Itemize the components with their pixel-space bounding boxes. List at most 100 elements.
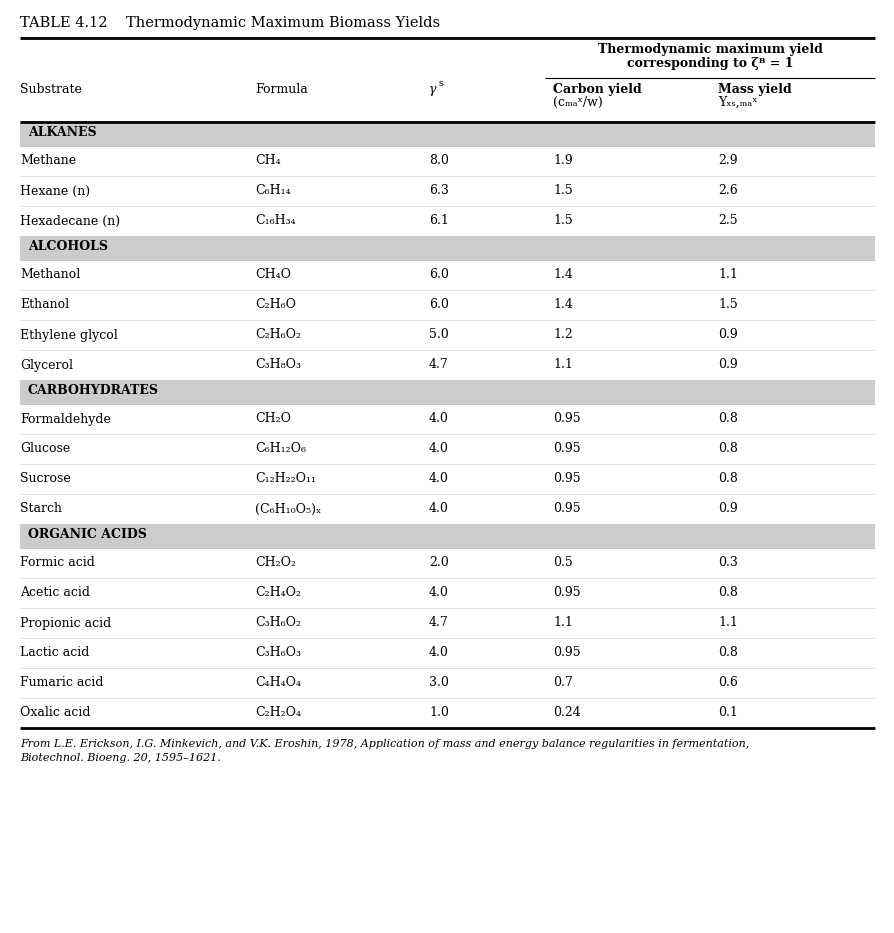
Text: Ethylene glycol: Ethylene glycol (20, 328, 118, 341)
Text: 2.0: 2.0 (428, 556, 448, 569)
Text: C₆H₁₄: C₆H₁₄ (255, 185, 291, 198)
Text: 0.8: 0.8 (717, 442, 737, 455)
Text: 0.95: 0.95 (552, 647, 580, 660)
Text: (cₘₐˣ/w): (cₘₐˣ/w) (552, 96, 602, 109)
Bar (20, 524, 874, 548)
Text: 6.3: 6.3 (428, 185, 449, 198)
Text: 0.7: 0.7 (552, 676, 572, 689)
Text: Fumaric acid: Fumaric acid (20, 676, 104, 689)
Text: 2.9: 2.9 (717, 155, 737, 168)
Text: 0.8: 0.8 (717, 472, 737, 485)
Text: TABLE 4.12    Thermodynamic Maximum Biomass Yields: TABLE 4.12 Thermodynamic Maximum Biomass… (20, 16, 440, 30)
Text: C₆H₁₂O₆: C₆H₁₂O₆ (255, 442, 306, 455)
Text: C₂H₂O₄: C₂H₂O₄ (255, 706, 300, 719)
Text: 0.9: 0.9 (717, 503, 737, 516)
Text: 1.5: 1.5 (717, 299, 737, 312)
Text: ALCOHOLS: ALCOHOLS (28, 241, 108, 254)
Text: 0.95: 0.95 (552, 503, 580, 516)
Text: 0.6: 0.6 (717, 676, 737, 689)
Text: 6.0: 6.0 (428, 269, 449, 282)
Text: Ethanol: Ethanol (20, 299, 69, 312)
Text: C₃H₆O₃: C₃H₆O₃ (255, 647, 300, 660)
Text: s: s (439, 79, 443, 88)
Text: Hexane (n): Hexane (n) (20, 185, 90, 198)
Text: C₃H₆O₂: C₃H₆O₂ (255, 617, 300, 630)
Text: 1.1: 1.1 (552, 358, 572, 371)
Text: 3.0: 3.0 (428, 676, 449, 689)
Text: 1.5: 1.5 (552, 185, 572, 198)
Text: 0.95: 0.95 (552, 412, 580, 425)
Text: Sucrose: Sucrose (20, 472, 71, 485)
Text: 4.0: 4.0 (428, 442, 449, 455)
Text: Yₓₛ,ₘₐˣ: Yₓₛ,ₘₐˣ (717, 96, 756, 109)
Text: ALKANES: ALKANES (28, 127, 97, 140)
Text: Starch: Starch (20, 503, 62, 516)
Text: 0.9: 0.9 (717, 358, 737, 371)
Text: 6.1: 6.1 (428, 215, 449, 228)
Text: C₁₂H₂₂O₁₁: C₁₂H₂₂O₁₁ (255, 472, 316, 485)
Text: (C₆H₁₀O₅)ₓ: (C₆H₁₀O₅)ₓ (255, 503, 321, 516)
Text: 1.0: 1.0 (428, 706, 449, 719)
Text: 0.1: 0.1 (717, 706, 737, 719)
Text: CH₂O: CH₂O (255, 412, 291, 425)
Bar (20, 236, 874, 260)
Text: 0.8: 0.8 (717, 412, 737, 425)
Text: 5.0: 5.0 (428, 328, 448, 341)
Text: 0.95: 0.95 (552, 472, 580, 485)
Text: 0.9: 0.9 (717, 328, 737, 341)
Text: Glucose: Glucose (20, 442, 70, 455)
Text: 6.0: 6.0 (428, 299, 449, 312)
Text: From L.E. Erickson, I.G. Minkevich, and V.K. Eroshin, 1978, Application of mass : From L.E. Erickson, I.G. Minkevich, and … (20, 739, 748, 749)
Text: Methane: Methane (20, 155, 76, 168)
Text: Thermodynamic maximum yield: Thermodynamic maximum yield (597, 43, 822, 56)
Text: 0.95: 0.95 (552, 587, 580, 600)
Text: Oxalic acid: Oxalic acid (20, 706, 90, 719)
Text: corresponding to ζᴮ = 1: corresponding to ζᴮ = 1 (626, 57, 792, 70)
Text: 1.4: 1.4 (552, 269, 572, 282)
Text: Substrate: Substrate (20, 83, 81, 96)
Text: 1.4: 1.4 (552, 299, 572, 312)
Text: 4.0: 4.0 (428, 503, 449, 516)
Text: Carbon yield: Carbon yield (552, 83, 641, 96)
Text: Lactic acid: Lactic acid (20, 647, 89, 660)
Text: C₄H₄O₄: C₄H₄O₄ (255, 676, 300, 689)
Text: 0.3: 0.3 (717, 556, 737, 569)
Text: 4.0: 4.0 (428, 412, 449, 425)
Text: Acetic acid: Acetic acid (20, 587, 90, 600)
Text: 1.5: 1.5 (552, 215, 572, 228)
Text: Biotechnol. Bioeng. 20, 1595–1621.: Biotechnol. Bioeng. 20, 1595–1621. (20, 753, 221, 763)
Text: 4.7: 4.7 (428, 617, 448, 630)
Bar (20, 122, 874, 146)
Text: C₂H₆O: C₂H₆O (255, 299, 296, 312)
Text: 2.6: 2.6 (717, 185, 737, 198)
Text: 0.5: 0.5 (552, 556, 572, 569)
Text: γ: γ (428, 83, 436, 96)
Text: 1.1: 1.1 (717, 269, 737, 282)
Text: 0.95: 0.95 (552, 442, 580, 455)
Text: 4.7: 4.7 (428, 358, 448, 371)
Text: Propionic acid: Propionic acid (20, 617, 111, 630)
Bar (20, 380, 874, 404)
Text: CH₄: CH₄ (255, 155, 281, 168)
Text: 2.5: 2.5 (717, 215, 737, 228)
Text: 4.0: 4.0 (428, 472, 449, 485)
Text: C₂H₄O₂: C₂H₄O₂ (255, 587, 300, 600)
Text: Methanol: Methanol (20, 269, 80, 282)
Text: Mass yield: Mass yield (717, 83, 791, 96)
Text: 0.8: 0.8 (717, 587, 737, 600)
Text: 8.0: 8.0 (428, 155, 449, 168)
Text: CH₂O₂: CH₂O₂ (255, 556, 296, 569)
Text: Formula: Formula (255, 83, 308, 96)
Text: 1.1: 1.1 (717, 617, 737, 630)
Text: 1.2: 1.2 (552, 328, 572, 341)
Text: Glycerol: Glycerol (20, 358, 73, 371)
Text: 4.0: 4.0 (428, 647, 449, 660)
Text: 0.24: 0.24 (552, 706, 580, 719)
Text: 1.9: 1.9 (552, 155, 572, 168)
Text: ORGANIC ACIDS: ORGANIC ACIDS (28, 528, 147, 541)
Text: C₁₆H₃₄: C₁₆H₃₄ (255, 215, 295, 228)
Text: CARBOHYDRATES: CARBOHYDRATES (28, 384, 159, 397)
Text: 1.1: 1.1 (552, 617, 572, 630)
Text: C₃H₈O₃: C₃H₈O₃ (255, 358, 300, 371)
Text: C₂H₆O₂: C₂H₆O₂ (255, 328, 300, 341)
